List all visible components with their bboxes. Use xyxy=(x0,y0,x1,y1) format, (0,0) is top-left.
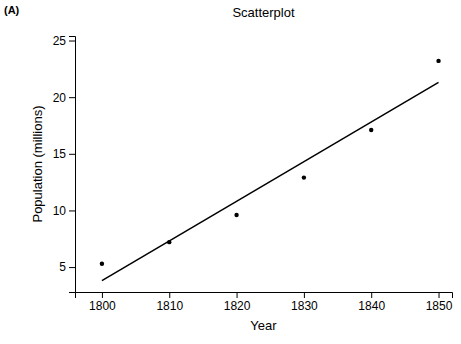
x-axis-title: Year xyxy=(250,318,277,333)
tick-mark xyxy=(69,97,75,98)
point xyxy=(100,261,104,265)
tick-label: 15 xyxy=(53,147,67,161)
tick-label: 10 xyxy=(53,204,67,218)
tick: 1800 xyxy=(89,292,116,313)
tick: 1830 xyxy=(291,292,318,313)
tick-label: 1840 xyxy=(358,299,385,313)
annotation: (A) xyxy=(4,4,20,16)
tick-label: 1800 xyxy=(89,299,116,313)
fit-line xyxy=(102,82,439,280)
y-axis: 5 10 15 20 25 xyxy=(53,34,76,293)
tick: 1810 xyxy=(156,292,183,313)
tick-label: 25 xyxy=(53,34,67,48)
tick-mark xyxy=(304,292,305,298)
tick-label: 1830 xyxy=(291,299,318,313)
tick-label: 1850 xyxy=(426,299,453,313)
axis-line xyxy=(76,293,453,299)
axis-line xyxy=(69,37,76,293)
tick: 1850 xyxy=(426,292,453,313)
tick-mark xyxy=(69,267,75,268)
chart: 1800 1810 1820 1830 1840 1850 5 10 15 20 25 Scatter… xyxy=(0,0,461,344)
tick-mark xyxy=(439,292,440,298)
tick: 5 xyxy=(59,260,75,274)
title: Scatterplot xyxy=(232,5,295,20)
tick: 1820 xyxy=(224,292,251,313)
tick-mark xyxy=(371,292,372,298)
tick-mark xyxy=(69,154,75,155)
tick-label: 1810 xyxy=(156,299,183,313)
tick-mark xyxy=(169,292,170,298)
point xyxy=(436,59,440,63)
tick-mark xyxy=(102,292,103,298)
tick-label: 1820 xyxy=(224,299,251,313)
tick-label: 20 xyxy=(53,91,67,105)
tick-mark xyxy=(69,41,75,42)
tick: 15 xyxy=(53,147,75,161)
tick-mark xyxy=(69,210,75,211)
plot-area xyxy=(100,59,441,281)
tick-label: 5 xyxy=(59,260,66,274)
point xyxy=(369,128,373,132)
point xyxy=(302,175,306,179)
point xyxy=(234,213,238,217)
tick: 1840 xyxy=(358,292,385,313)
tick: 10 xyxy=(53,204,75,218)
tick: 25 xyxy=(53,34,75,48)
x-axis: 1800 1810 1820 1830 1840 1850 xyxy=(76,292,453,313)
tick-mark xyxy=(237,292,238,298)
tick: 20 xyxy=(53,91,75,105)
y-axis-title: Population (millions) xyxy=(30,105,45,222)
